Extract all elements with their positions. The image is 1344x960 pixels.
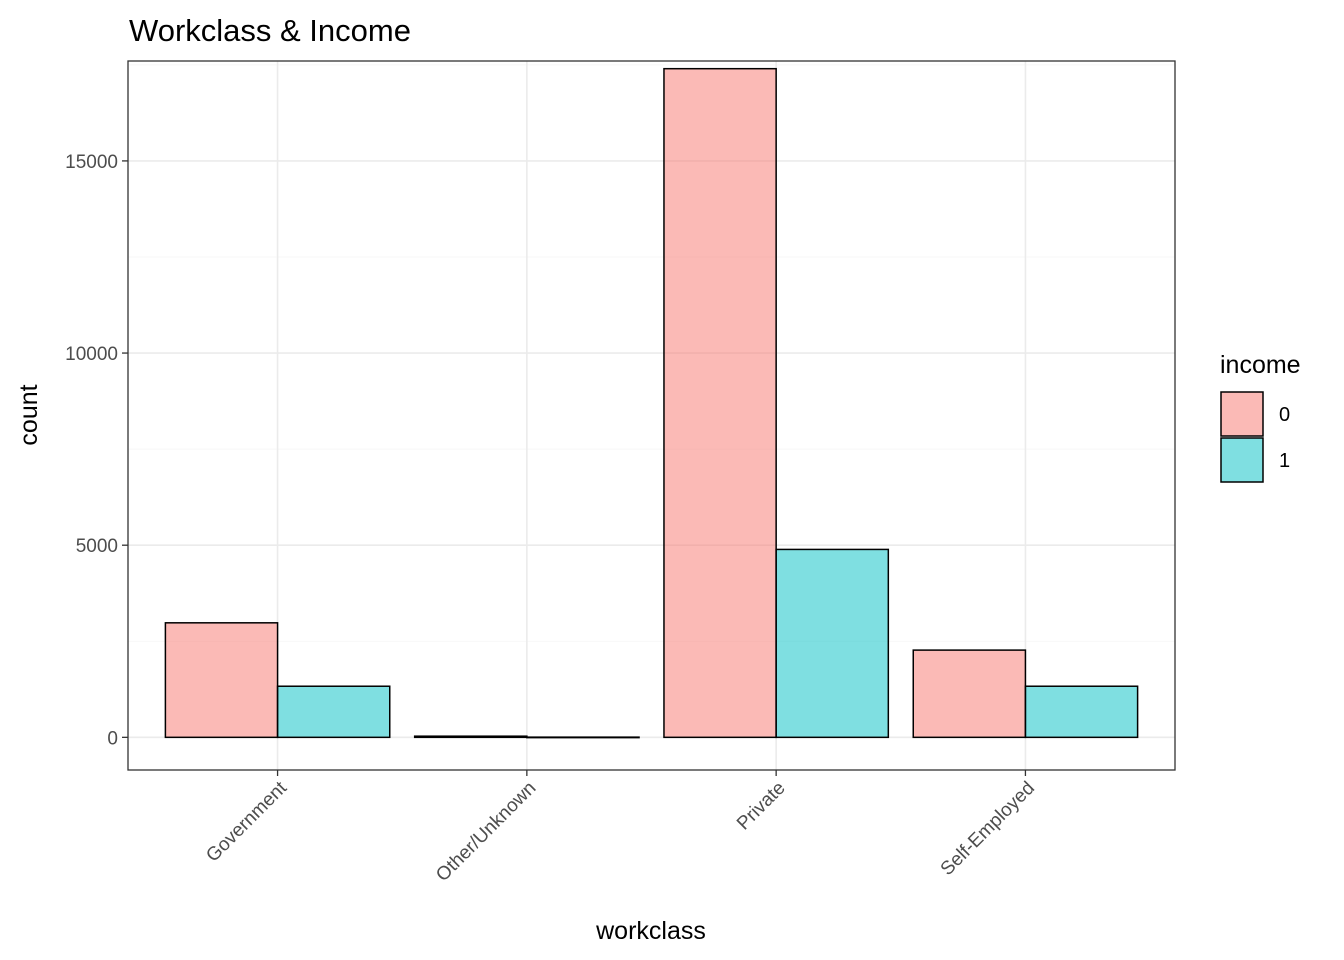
legend-label-1: 1 <box>1279 450 1290 472</box>
legend-key-0 <box>1220 391 1264 437</box>
legend-label-0: 0 <box>1279 404 1290 426</box>
y-tick-label: 0 <box>107 728 118 749</box>
x-tick-label: Government <box>202 777 291 866</box>
legend-title: income <box>1220 351 1301 379</box>
x-tick-label: Self-Employed <box>937 778 1039 880</box>
x-tick-label: Private <box>733 778 790 835</box>
x-axis-title: workclass <box>595 917 706 945</box>
bar-other-unknown-income-1 <box>526 736 640 739</box>
bar-government-income-0 <box>164 622 279 739</box>
chart-title: Workclass & Income <box>129 13 411 48</box>
bar-government-income-1 <box>276 685 391 739</box>
bars <box>164 67 1139 739</box>
y-axis-title: count <box>15 384 43 445</box>
bar-private-income-0 <box>663 67 777 739</box>
bar-private-income-1 <box>775 548 890 739</box>
legend: income 0 1 <box>1220 351 1301 483</box>
bar-self-employed-income-0 <box>912 649 1027 739</box>
y-tick-label: 15000 <box>65 152 118 173</box>
x-tick-label: Other/Unknown <box>432 778 540 886</box>
y-tick-label: 10000 <box>65 344 118 365</box>
legend-key-1 <box>1220 437 1264 483</box>
plot-panel-border <box>127 60 1176 771</box>
y-tick-label: 5000 <box>76 536 118 557</box>
bar-other-unknown-income-0 <box>413 735 528 739</box>
bar-self-employed-income-1 <box>1024 685 1139 739</box>
